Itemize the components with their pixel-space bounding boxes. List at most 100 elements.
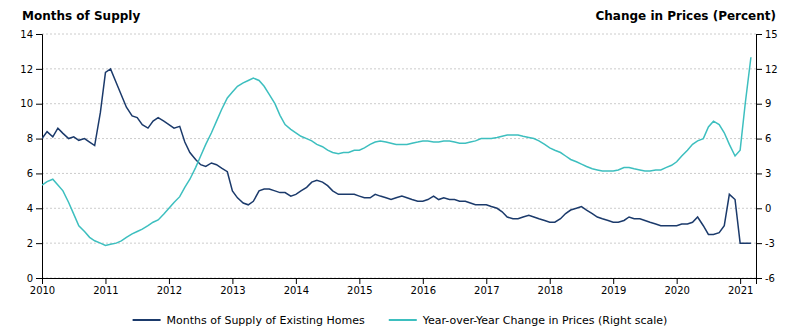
tick-label: 12 — [20, 64, 33, 75]
tick-label: 2012 — [157, 285, 182, 296]
legend: Months of Supply of Existing Homes Year-o… — [133, 314, 668, 327]
tick-mark — [36, 208, 42, 209]
tick: 2017 — [474, 278, 499, 296]
tick: -3 — [756, 238, 775, 249]
tick: 8 — [27, 133, 42, 144]
tick: 14 — [20, 29, 42, 40]
tick: 12 — [20, 64, 42, 75]
grid-line — [42, 208, 756, 209]
tick: 2014 — [284, 278, 309, 296]
tick-label: 8 — [27, 133, 33, 144]
tick-label: 2013 — [220, 285, 245, 296]
tick: 9 — [756, 98, 771, 109]
tick: 6 — [27, 168, 42, 179]
tick-mark — [550, 278, 551, 284]
tick: -6 — [756, 273, 775, 284]
tick-mark — [756, 104, 762, 105]
tick-mark — [756, 243, 762, 244]
legend-label: Months of Supply of Existing Homes — [167, 314, 365, 327]
tick-label: 6 — [27, 168, 33, 179]
tick-mark — [36, 243, 42, 244]
legend-item: Months of Supply of Existing Homes — [133, 314, 365, 327]
y2-axis-line — [757, 35, 763, 279]
tick-label: -6 — [765, 273, 775, 284]
tick-mark — [36, 34, 42, 35]
tick-label: -3 — [765, 238, 775, 249]
tick-mark — [232, 278, 233, 284]
tick-mark — [36, 278, 42, 279]
y-axis-title: Months of Supply — [22, 9, 140, 23]
tick-label: 2016 — [411, 285, 436, 296]
x-axis: 2010 2011 2012 2013 2014 2015 2016 2017 2018 2019… — [30, 278, 757, 296]
legend-swatch — [389, 319, 417, 321]
tick-mark — [756, 69, 762, 70]
tick-mark — [613, 278, 614, 284]
tick-label: 12 — [765, 64, 778, 75]
grid — [42, 34, 756, 278]
tick-mark — [105, 278, 106, 284]
tick-mark — [169, 278, 170, 284]
tick-label: 10 — [20, 98, 33, 109]
tick-mark — [359, 278, 360, 284]
tick-mark — [296, 278, 297, 284]
tick: 2021 — [728, 278, 753, 296]
grid-line — [42, 34, 756, 35]
tick-mark — [36, 173, 42, 174]
tick-mark — [423, 278, 424, 284]
y2-axis-title: Change in Prices (Percent) — [596, 9, 776, 23]
grid-line — [42, 243, 756, 244]
tick-label: 2014 — [284, 285, 309, 296]
tick-label: 4 — [27, 203, 33, 214]
tick-mark — [677, 278, 678, 284]
tick-mark — [756, 208, 762, 209]
tick: 0 — [27, 273, 42, 284]
tick-label: 6 — [765, 133, 771, 144]
y2-axis: -6 -3 0 3 6 9 12 15 — [756, 29, 778, 284]
tick: 12 — [756, 64, 778, 75]
tick-mark — [756, 173, 762, 174]
tick: 2013 — [220, 278, 245, 296]
tick: 3 — [756, 168, 771, 179]
grid-line — [42, 68, 756, 69]
tick-label: 2011 — [93, 285, 118, 296]
tick-label: 2015 — [347, 285, 372, 296]
plot-area — [42, 57, 751, 245]
grid-line — [42, 173, 756, 174]
tick: 2019 — [601, 278, 626, 296]
legend-item: Year-over-Year Change in Prices (Right s… — [389, 314, 668, 327]
tick: 6 — [756, 133, 771, 144]
tick-mark — [36, 69, 42, 70]
tick: 2020 — [664, 278, 689, 296]
tick-label: 15 — [765, 29, 778, 40]
tick-mark — [756, 278, 762, 279]
tick-label: 2018 — [538, 285, 563, 296]
grid-line — [42, 138, 756, 139]
x-axis-line — [43, 279, 757, 285]
tick-label: 14 — [20, 29, 33, 40]
tick-mark — [486, 278, 487, 284]
series-line — [42, 69, 751, 243]
tick-mark — [36, 139, 42, 140]
tick-mark — [36, 104, 42, 105]
tick-mark — [756, 139, 762, 140]
tick-mark — [756, 34, 762, 35]
tick-label: 0 — [765, 203, 771, 214]
chart: 2010201120122013201420152016201720182019… — [0, 0, 800, 336]
legend-swatch — [133, 319, 161, 321]
tick: 2012 — [157, 278, 182, 296]
tick: 2016 — [411, 278, 436, 296]
tick: 4 — [27, 203, 42, 214]
y-axis-line — [36, 35, 43, 279]
tick: 15 — [756, 29, 778, 40]
grid-line — [42, 103, 756, 104]
tick-mark — [740, 278, 741, 284]
legend-label: Year-over-Year Change in Prices (Right s… — [422, 314, 668, 327]
tick: 0 — [756, 203, 771, 214]
tick-label: 2010 — [30, 285, 55, 296]
tick-label: 3 — [765, 168, 771, 179]
y-axis: 0 2 4 6 8 10 12 14 — [20, 29, 42, 284]
tick-label: 2 — [27, 238, 33, 249]
tick-label: 2021 — [728, 285, 753, 296]
tick-label: 2017 — [474, 285, 499, 296]
tick: 2018 — [538, 278, 563, 296]
